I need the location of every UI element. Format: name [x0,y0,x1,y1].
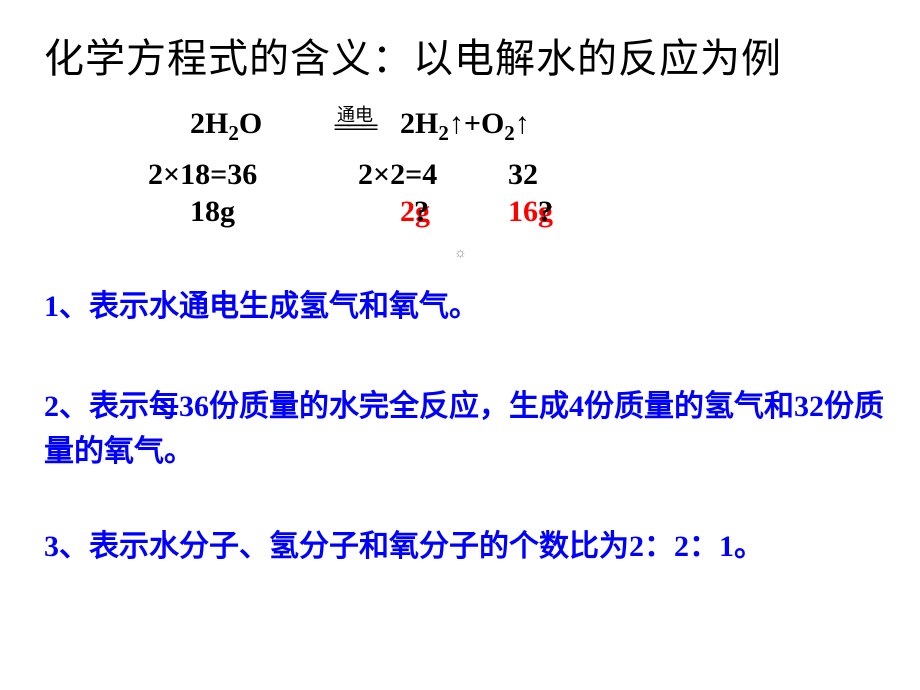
point-2-text-a: 、表示每 [59,390,179,423]
reactant: 2H2O [190,107,310,146]
point-2-num: 2 [44,390,59,423]
product-o-sub: 2 [504,121,515,145]
point-2: 2、表示每36份质量的水完全反应，生成4份质量的氢气和32份质量的氧气。 [44,384,900,474]
point-2-text-b: 份质量的水完全反应，生成 [209,390,569,423]
example-water: 18g [190,195,400,229]
slide-title: 化学方程式的含义：以电解水的反应为例 [44,26,782,84]
oxygen-question: ? [538,195,553,229]
chemical-equation: 2H2O 通电 ═══ 2H2↑+O2↑ [190,108,530,144]
center-marker-icon: ☼ [454,246,467,262]
point-2-32: 32 [794,390,824,423]
point-3-text-b: 。 [734,530,764,563]
product-h-sub: 2 [438,121,449,145]
example-oxygen: 16g ? [508,195,553,229]
mass-water: 2×18=36 [148,158,358,192]
product-h: 2H [400,107,438,140]
equation-row: 2H2O 通电 ═══ 2H2↑+O2↑ [190,108,530,144]
example-mass-row: 18g 2g ? 16g ? [190,195,553,229]
mass-oxygen: 32 [508,158,538,192]
mass-ratio-row: 2×18=36 2×2=4 32 [148,158,538,192]
point-2-text-c: 份质量的氢气和 [584,390,794,423]
point-2-36: 36 [179,390,209,423]
reactant-sub: 2 [228,121,239,145]
reaction-arrow: 通电 ═══ [310,121,400,132]
point-1-num: 1 [44,290,59,323]
example-hydrogen: 2g ? [400,195,508,229]
product-o-arrow: ↑ [515,107,530,140]
product-h-arrow: ↑+O [449,107,504,140]
point-3: 3、表示水分子、氢分子和氧分子的个数比为2：2：1。 [44,524,764,569]
point-2-4: 4 [569,390,584,423]
point-1-text: 、表示水通电生成氢气和氧气。 [59,290,479,323]
point-3-num: 3 [44,530,59,563]
reaction-condition: 通电 [337,101,373,127]
point-3-text-a: 、表示水分子、氢分子和氧分子的个数比为 [59,530,629,563]
mass-hydrogen: 2×2=4 [358,158,508,192]
hydrogen-question: ? [414,195,429,229]
products: 2H2↑+O2↑ [400,107,530,146]
point-3-ratio: 2：2：1 [629,530,734,563]
reactant-tail: O [239,107,262,140]
reactant-coef: 2H [190,107,228,140]
point-1: 1、表示水通电生成氢气和氧气。 [44,284,479,329]
